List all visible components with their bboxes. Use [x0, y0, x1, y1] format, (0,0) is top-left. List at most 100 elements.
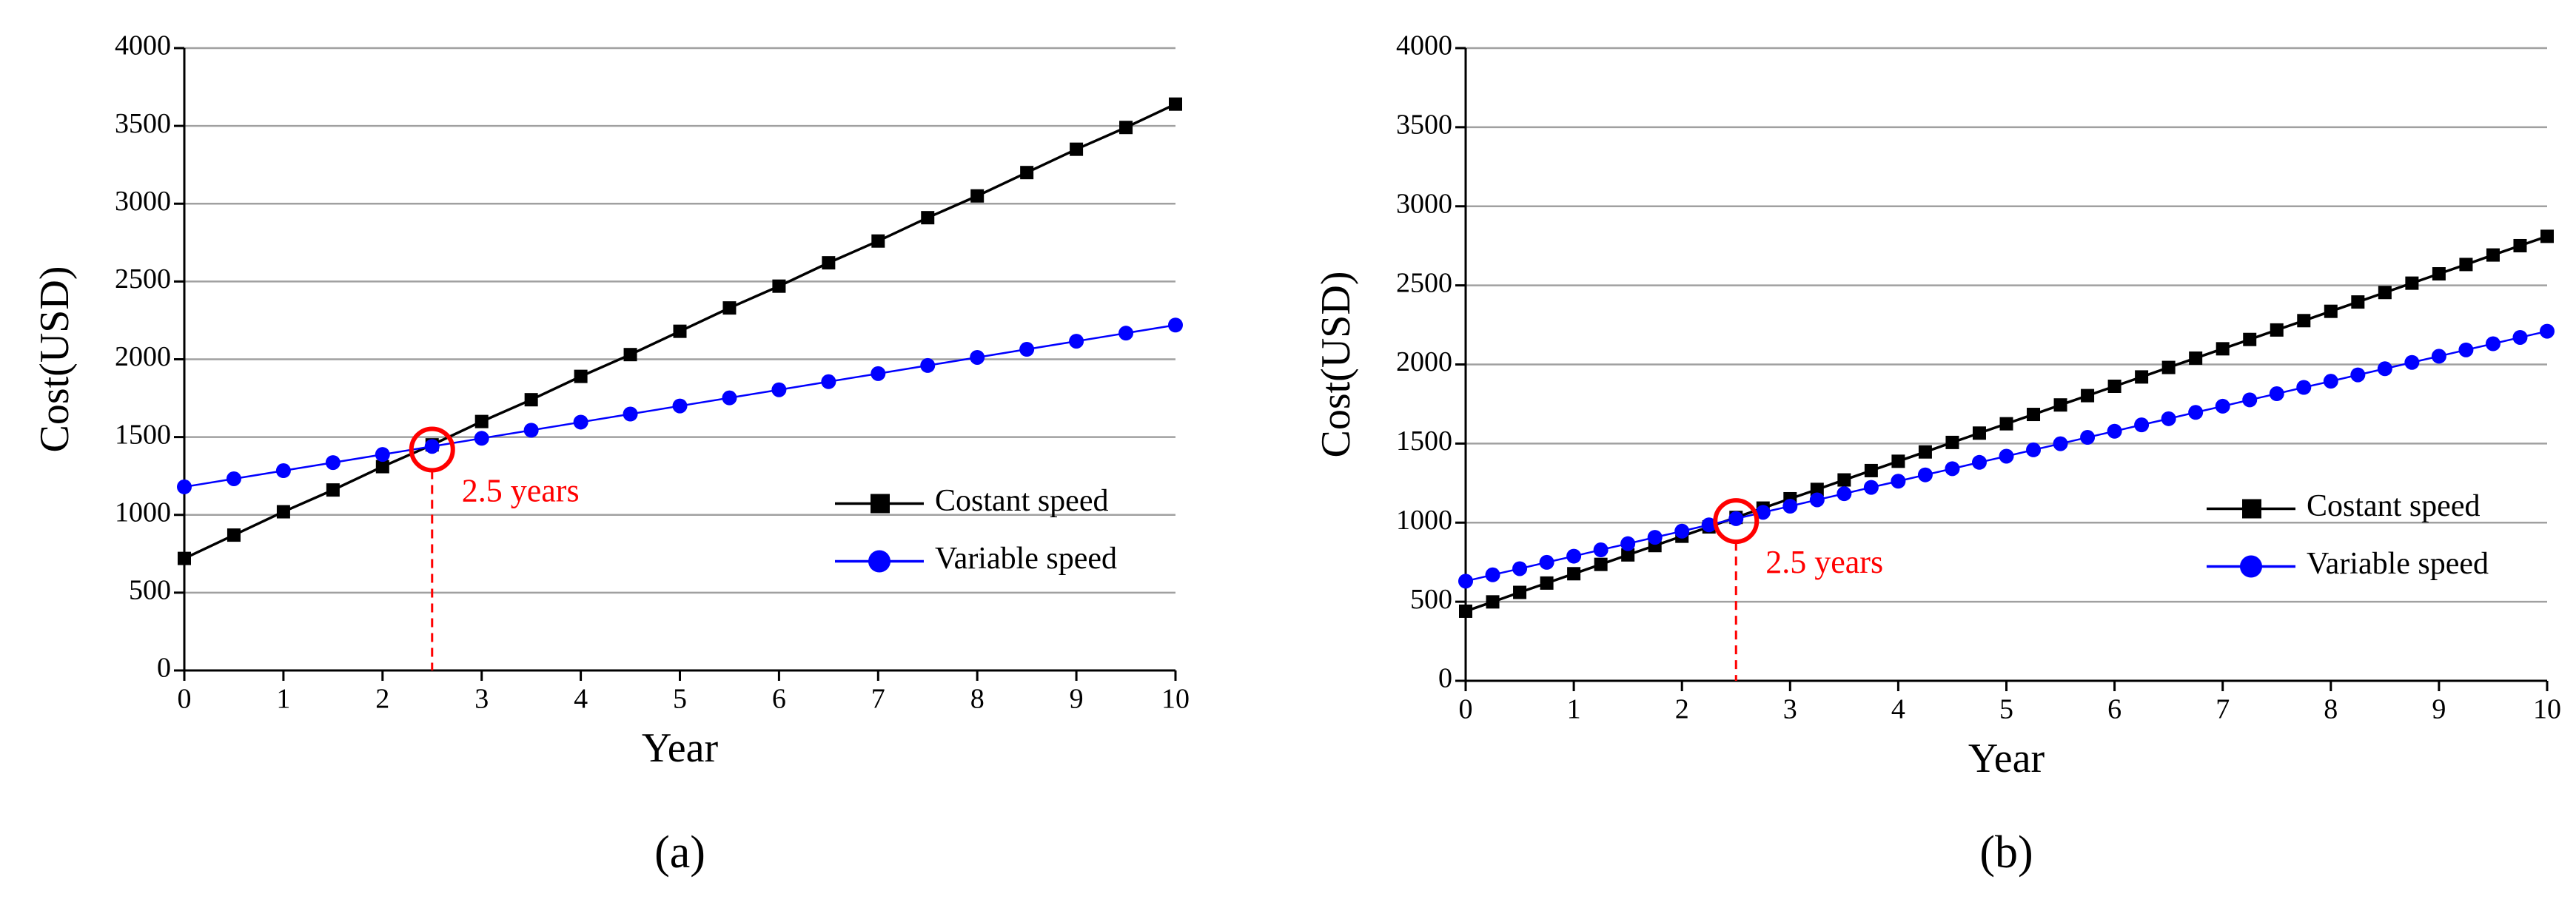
marker — [1674, 523, 1690, 539]
marker — [326, 483, 340, 497]
marker — [2485, 336, 2500, 352]
marker — [2161, 411, 2176, 426]
marker — [970, 189, 985, 203]
marker — [1999, 417, 2013, 431]
x-tick-label: 1 — [276, 684, 290, 715]
marker — [178, 551, 191, 565]
marker — [821, 374, 836, 389]
y-tick-label: 3500 — [115, 108, 171, 139]
marker — [1168, 317, 1183, 333]
marker — [2053, 436, 2068, 451]
marker — [722, 301, 737, 315]
y-axis-title: Cost(USD) — [32, 266, 78, 452]
marker — [1837, 486, 1852, 502]
marker — [177, 479, 192, 494]
marker — [1019, 342, 1035, 357]
marker — [2027, 408, 2041, 422]
y-tick-label: 1500 — [1396, 426, 1452, 457]
marker — [2297, 314, 2311, 328]
chart: 0 500 1000 1500 2000 2500 3000 3500 4000 0 1 2 3 4 5 6 7… — [32, 30, 1190, 878]
marker — [1485, 567, 1500, 582]
x-tick-label: 6 — [2107, 694, 2121, 725]
marker — [1945, 461, 1960, 477]
marker — [822, 256, 836, 270]
marker — [2350, 367, 2366, 383]
legend-label: Variable speed — [2307, 547, 2489, 581]
marker — [325, 455, 341, 471]
annotation-text: 2.5 years — [462, 473, 580, 509]
x-tick-label: 0 — [178, 684, 192, 715]
annotation-text: 2.5 years — [1765, 544, 1883, 580]
caption: (a) — [654, 827, 705, 878]
x-tick-label: 2 — [1675, 694, 1689, 725]
marker — [623, 348, 637, 362]
marker — [1069, 334, 1084, 349]
marker — [1837, 473, 1851, 487]
marker — [1070, 142, 1084, 156]
chart: 0 500 1000 1500 2000 2500 3000 3500 4000 0 1 2 3 4 5 6 7… — [1313, 30, 2561, 878]
marker — [2323, 374, 2338, 389]
marker — [772, 279, 786, 293]
marker — [1020, 166, 1034, 180]
y-tick-label: 0 — [157, 653, 171, 684]
marker — [2107, 379, 2121, 393]
legend-label: Costant speed — [2307, 489, 2480, 523]
marker — [771, 382, 787, 397]
marker — [623, 406, 638, 422]
marker — [1917, 467, 1933, 482]
marker — [2405, 276, 2419, 290]
x-tick-label: 4 — [574, 684, 588, 715]
marker — [970, 349, 985, 365]
marker — [2377, 361, 2392, 377]
marker — [2404, 354, 2420, 370]
marker — [2432, 267, 2446, 281]
marker — [2486, 248, 2500, 262]
marker — [2324, 304, 2338, 318]
marker — [1566, 548, 1582, 564]
marker — [1891, 454, 1905, 468]
y-axis-title: Cost(USD) — [1313, 271, 1359, 457]
y-tick-label: 4000 — [1396, 30, 1452, 61]
marker — [574, 369, 588, 383]
x-tick-label: 3 — [1783, 694, 1797, 725]
marker — [1119, 121, 1133, 135]
legend-label: Variable speed — [935, 542, 1117, 576]
x-tick-label: 10 — [2533, 694, 2561, 725]
marker — [2026, 442, 2042, 457]
x-tick-label: 1 — [1567, 694, 1581, 725]
marker — [276, 505, 290, 519]
marker — [1540, 576, 1554, 590]
y-tick-label: 2000 — [115, 341, 171, 372]
x-tick-label: 2 — [375, 684, 389, 715]
y-tick-label: 4000 — [115, 30, 171, 61]
marker — [1647, 530, 1663, 545]
marker — [2080, 430, 2096, 445]
y-tick-label: 1000 — [115, 497, 171, 528]
marker — [524, 393, 538, 407]
marker — [1918, 445, 1932, 459]
marker — [1512, 561, 1528, 576]
y-tick-label: 2500 — [1396, 267, 1452, 298]
marker — [920, 357, 936, 373]
x-tick-label: 8 — [970, 684, 985, 715]
marker — [2540, 323, 2555, 339]
marker — [1620, 536, 1636, 551]
marker — [275, 463, 291, 479]
marker — [1999, 448, 2014, 464]
x-tick-label: 4 — [1891, 694, 1905, 725]
marker — [424, 439, 440, 454]
marker — [2540, 229, 2554, 243]
marker — [2242, 392, 2258, 408]
marker — [1972, 426, 1986, 440]
marker — [2107, 423, 2122, 439]
marker — [226, 471, 241, 486]
marker — [474, 414, 489, 428]
marker — [2216, 342, 2230, 356]
marker — [673, 324, 687, 338]
x-tick-label: 9 — [1070, 684, 1084, 715]
marker — [2296, 380, 2312, 395]
y-tick-label: 1500 — [115, 419, 171, 450]
y-tick-label: 500 — [129, 575, 171, 606]
marker — [1621, 548, 1635, 562]
